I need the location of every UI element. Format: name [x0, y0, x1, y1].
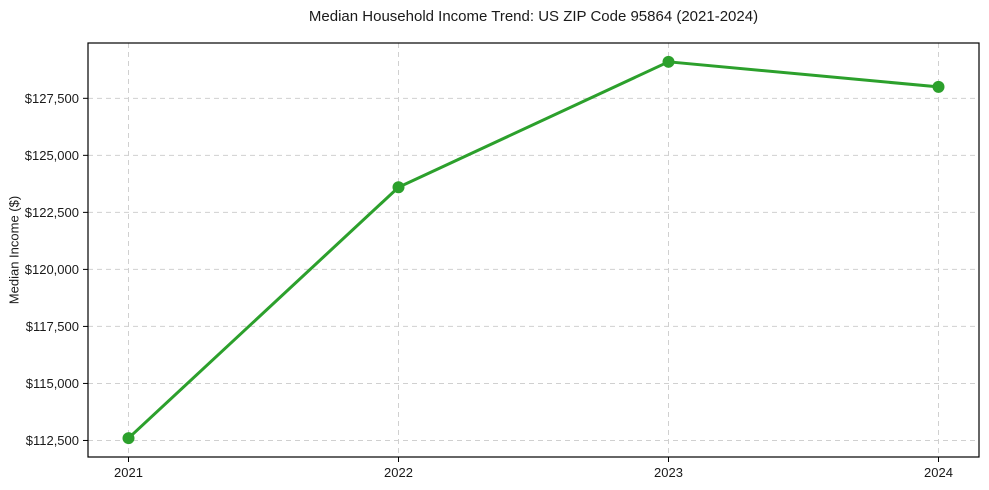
data-point: [932, 80, 945, 93]
y-tick-label: $122,500: [25, 205, 79, 220]
chart-title: Median Household Income Trend: US ZIP Co…: [308, 8, 759, 25]
x-tick-label: 2022: [384, 465, 413, 480]
y-tick-label: $112,500: [26, 433, 79, 448]
y-tick-label: $115,000: [26, 376, 79, 391]
x-tick-label: 2023: [654, 465, 683, 480]
data-point: [122, 432, 135, 445]
data-point: [392, 181, 405, 194]
x-tick-label: 2024: [924, 465, 953, 480]
data-point: [662, 55, 675, 68]
trend-line: [127, 60, 940, 440]
y-tick-label: $120,000: [25, 262, 79, 277]
y-tick-label: $127,500: [25, 91, 79, 106]
plot-border: [87, 42, 980, 458]
y-tick-label: $125,000: [25, 148, 79, 163]
y-axis-label: Median Income ($): [6, 195, 22, 305]
y-tick-label: $117,500: [26, 319, 79, 334]
x-tick-label: 2021: [114, 465, 143, 480]
